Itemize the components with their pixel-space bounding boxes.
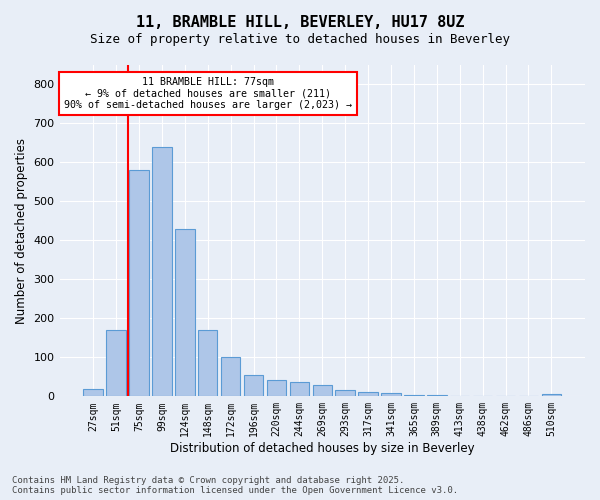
Bar bbox=[198, 330, 217, 396]
Bar bbox=[358, 392, 378, 396]
X-axis label: Distribution of detached houses by size in Beverley: Distribution of detached houses by size … bbox=[170, 442, 475, 455]
Bar bbox=[106, 330, 126, 396]
Text: 11 BRAMBLE HILL: 77sqm
← 9% of detached houses are smaller (211)
90% of semi-det: 11 BRAMBLE HILL: 77sqm ← 9% of detached … bbox=[64, 76, 352, 110]
Bar bbox=[313, 386, 332, 396]
Text: Contains HM Land Registry data © Crown copyright and database right 2025.
Contai: Contains HM Land Registry data © Crown c… bbox=[12, 476, 458, 495]
Text: Size of property relative to detached houses in Beverley: Size of property relative to detached ho… bbox=[90, 32, 510, 46]
Bar bbox=[335, 390, 355, 396]
Bar bbox=[267, 380, 286, 396]
Bar bbox=[381, 393, 401, 396]
Bar bbox=[542, 394, 561, 396]
Bar bbox=[427, 395, 446, 396]
Bar bbox=[83, 388, 103, 396]
Bar bbox=[290, 382, 309, 396]
Bar bbox=[129, 170, 149, 396]
Y-axis label: Number of detached properties: Number of detached properties bbox=[15, 138, 28, 324]
Bar bbox=[152, 147, 172, 396]
Bar bbox=[244, 375, 263, 396]
Bar bbox=[221, 356, 241, 397]
Text: 11, BRAMBLE HILL, BEVERLEY, HU17 8UZ: 11, BRAMBLE HILL, BEVERLEY, HU17 8UZ bbox=[136, 15, 464, 30]
Bar bbox=[404, 395, 424, 396]
Bar bbox=[175, 228, 194, 396]
